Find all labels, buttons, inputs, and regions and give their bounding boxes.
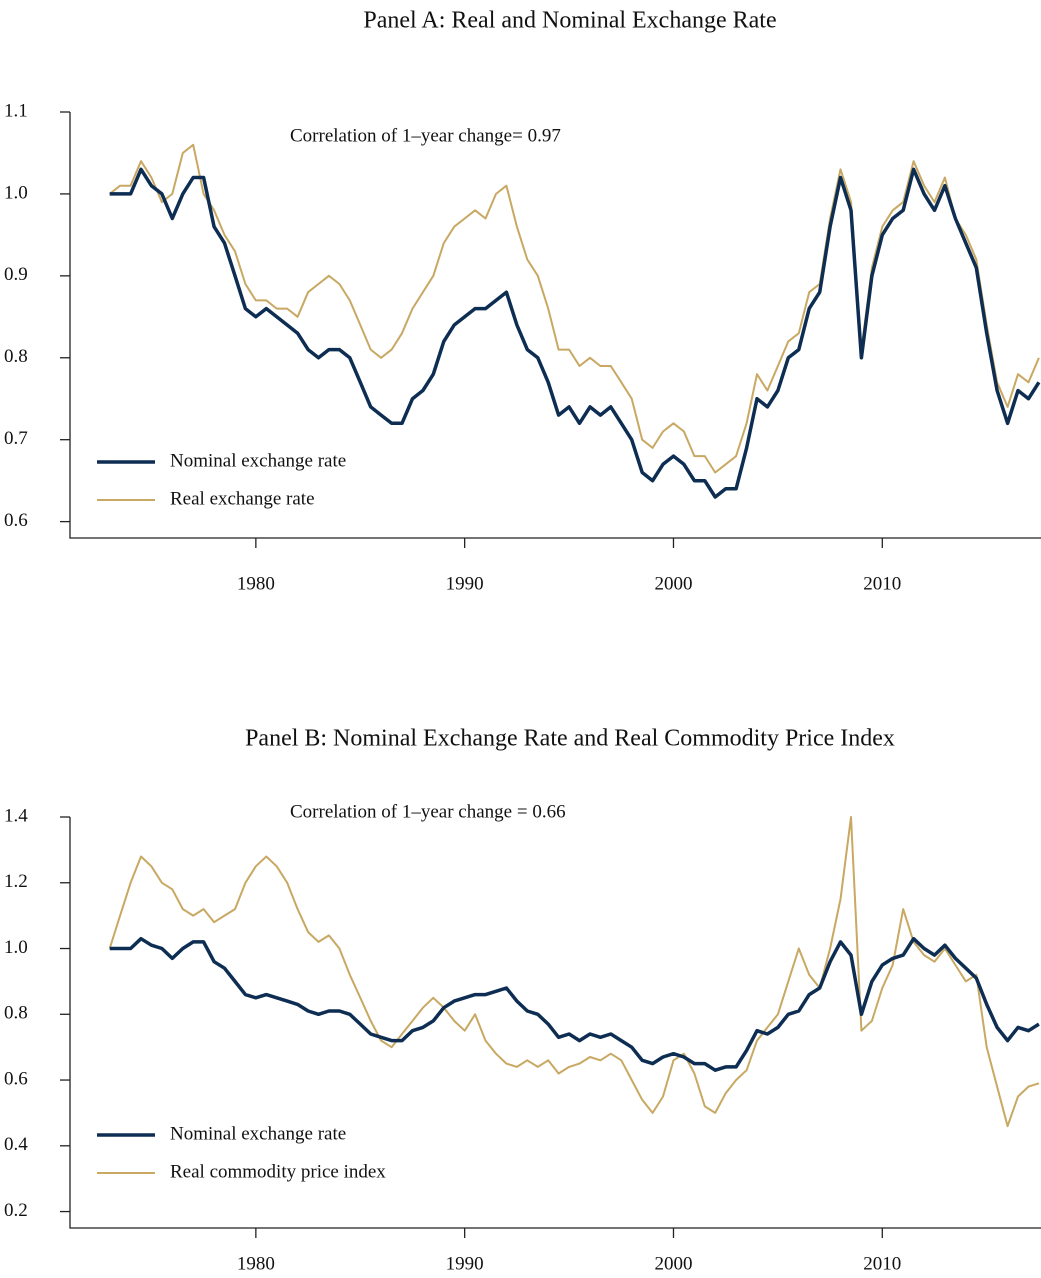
y-tick-label: 1.0 <box>4 182 28 203</box>
y-tick-label: 0.6 <box>4 1068 28 1089</box>
y-tick-label: 0.8 <box>4 346 28 367</box>
legend-label: Real commodity price index <box>170 1161 386 1182</box>
series-line <box>109 936 1040 1072</box>
y-tick-label: 0.4 <box>4 1134 28 1155</box>
series-line <box>109 143 1040 474</box>
annotation: Correlation of 1–year change= 0.97 <box>290 125 561 146</box>
y-tick-label: 0.7 <box>4 428 28 449</box>
series-line <box>109 167 1041 499</box>
panel-title: Panel A: Real and Nominal Exchange Rate <box>363 8 776 34</box>
legend-label: Real exchange rate <box>170 488 315 509</box>
x-tick-label: 1990 <box>446 573 484 594</box>
x-tick-label: 1980 <box>237 1253 275 1274</box>
x-tick-label: 2000 <box>654 573 692 594</box>
y-tick-label: 1.2 <box>4 871 28 892</box>
y-tick-label: 1.1 <box>4 100 28 121</box>
annotation: Correlation of 1–year change = 0.66 <box>290 801 566 822</box>
legend-label: Nominal exchange rate <box>170 1123 346 1144</box>
axis-line <box>69 112 1041 539</box>
series-line <box>108 816 1040 1128</box>
y-tick-label: 0.9 <box>4 264 28 285</box>
x-tick-label: 1980 <box>237 573 275 594</box>
panel-title: Panel B: Nominal Exchange Rate and Real … <box>245 726 895 752</box>
legend-label: Nominal exchange rate <box>170 450 346 471</box>
axis-line <box>69 817 1041 1229</box>
x-tick-label: 2000 <box>654 1253 692 1274</box>
y-tick-label: 0.6 <box>4 510 28 531</box>
y-tick-label: 1.4 <box>4 805 28 826</box>
x-tick-label: 2010 <box>863 1253 901 1274</box>
y-tick-label: 0.8 <box>4 1003 28 1024</box>
y-tick-label: 1.0 <box>4 937 28 958</box>
x-tick-label: 2010 <box>863 573 901 594</box>
x-tick-label: 1990 <box>446 1253 484 1274</box>
y-tick-label: 0.2 <box>4 1200 28 1221</box>
